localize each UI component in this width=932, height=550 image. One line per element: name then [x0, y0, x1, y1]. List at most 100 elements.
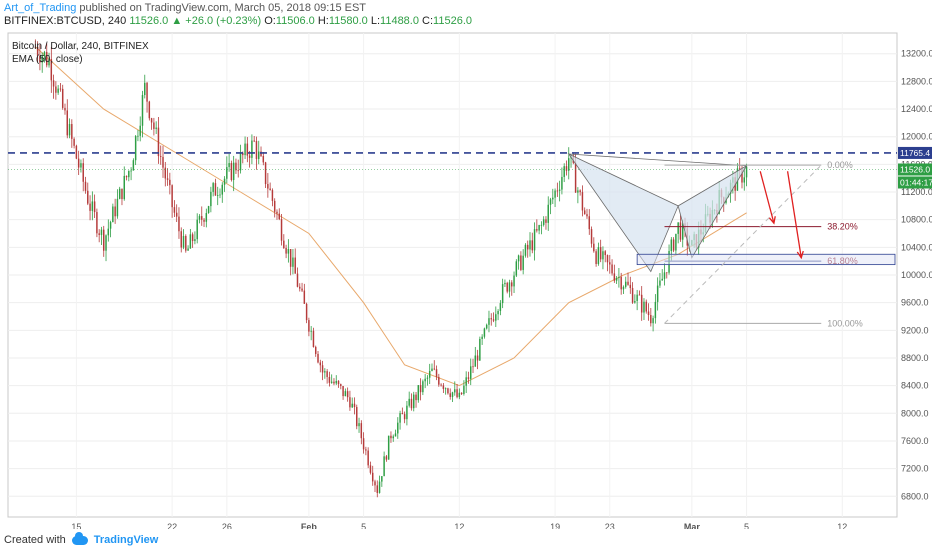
- candle-body: [207, 206, 210, 214]
- candle-body: [319, 362, 322, 366]
- candle-body: [271, 190, 274, 201]
- projection-arrow-head: [768, 216, 776, 225]
- candle-body: [511, 282, 513, 287]
- candle-body: [583, 210, 586, 215]
- candle-body: [508, 282, 511, 292]
- candle-body: [522, 255, 524, 270]
- candle-body: [326, 371, 328, 378]
- candle-body: [73, 138, 75, 146]
- candle-body: [367, 450, 369, 466]
- candle-body: [581, 192, 584, 211]
- candle-body: [677, 222, 679, 234]
- candle-body: [417, 385, 420, 401]
- candle-body: [408, 398, 410, 406]
- candle-body: [91, 201, 94, 211]
- candle-body: [552, 197, 554, 200]
- candle-body: [356, 407, 358, 427]
- candle-body: [50, 59, 53, 81]
- projection-arrow: [786, 171, 802, 258]
- candle-body: [84, 181, 87, 191]
- last-price-badge: [898, 163, 932, 176]
- y-tick-label: 12800.0: [901, 76, 932, 86]
- candle-body: [611, 264, 613, 274]
- candle-body: [428, 370, 431, 378]
- candle-body: [342, 385, 344, 397]
- published-text: published on TradingView.com, March 05, …: [79, 2, 367, 14]
- candle-body: [139, 125, 141, 136]
- candle-body: [283, 240, 285, 248]
- x-axis[interactable]: 15 22 26 Feb 5 12 19 23 Mar 5 12: [71, 522, 847, 529]
- candle-body: [371, 472, 374, 482]
- candle-body: [253, 140, 255, 142]
- candle-body: [244, 143, 246, 156]
- candle-body: [59, 88, 62, 90]
- candle-body: [390, 435, 392, 439]
- publish-info: Art_of_Trading published on TradingView.…: [4, 2, 366, 14]
- candle-body: [374, 481, 376, 486]
- candle-body: [547, 204, 549, 223]
- overlay: 0.00%38.20%61.80%100.00%: [8, 152, 897, 328]
- candle-body: [171, 185, 173, 208]
- countdown-label: 01:44:17: [900, 177, 932, 187]
- candle-body: [248, 155, 251, 158]
- tradingview-brand[interactable]: TradingView: [93, 534, 159, 546]
- candle-body: [82, 163, 84, 182]
- candle-body: [627, 281, 629, 285]
- candle-body: [369, 465, 372, 473]
- candle-body: [647, 311, 650, 316]
- candle-body: [239, 153, 242, 171]
- y-tick-label: 10400.0: [901, 242, 932, 252]
- candle-body: [401, 413, 404, 415]
- y-tick-label: 8000.0: [901, 408, 929, 418]
- y-axis[interactable]: 6800.0 7200.0 7600.0 8000.0 8400.0 8800.0 9200…: [898, 49, 932, 502]
- candle-body: [264, 162, 267, 185]
- candle-body: [324, 371, 326, 373]
- candle-body: [344, 391, 347, 397]
- candle-body: [442, 385, 445, 389]
- y-tick-label: 9200.0: [901, 325, 929, 335]
- projection-arrow-head: [796, 250, 804, 260]
- candle-body: [75, 145, 78, 159]
- candle-body: [125, 175, 128, 178]
- candle-body: [606, 255, 609, 263]
- candle-body: [212, 183, 214, 192]
- candle-body: [93, 201, 96, 213]
- candle-body: [536, 229, 538, 231]
- candle-body: [549, 199, 552, 205]
- author-link[interactable]: Art_of_Trading: [4, 2, 77, 14]
- candle-body: [148, 101, 151, 119]
- candle-body: [472, 366, 474, 368]
- candle-body: [221, 184, 224, 195]
- candle-body: [43, 51, 46, 57]
- candle-body: [394, 433, 397, 437]
- candle-body: [114, 206, 116, 217]
- candle-body: [77, 158, 80, 168]
- last-price-label: 11526.0: [900, 164, 930, 174]
- candle-body: [435, 369, 438, 377]
- candle-body: [620, 277, 622, 290]
- x-tick-label: Mar: [684, 522, 701, 529]
- candle-body: [597, 247, 600, 264]
- price-chart[interactable]: 0.00%38.20%61.80%100.00% 6800.07200.0760…: [0, 29, 932, 529]
- candle-body: [563, 166, 565, 177]
- y-tick-label: 7600.0: [901, 436, 929, 446]
- candle-body: [246, 143, 249, 156]
- candle-body: [488, 318, 490, 325]
- candle-body: [134, 136, 137, 161]
- x-tick-label: 15: [71, 522, 81, 529]
- candle-body: [410, 398, 413, 409]
- candle-body: [659, 280, 661, 286]
- candle-body: [232, 162, 235, 181]
- candle-body: [235, 162, 237, 171]
- candle-body: [305, 303, 308, 321]
- open-label: O:: [264, 15, 276, 27]
- candle-body: [540, 224, 543, 226]
- candle-body: [609, 262, 611, 265]
- y-tick-label: 13200.0: [901, 49, 932, 59]
- candle-body: [178, 216, 180, 232]
- candle-body: [666, 272, 668, 274]
- candle-body: [415, 394, 417, 401]
- candle-body: [454, 389, 456, 393]
- candle-body: [381, 476, 383, 482]
- candle-body: [276, 211, 278, 214]
